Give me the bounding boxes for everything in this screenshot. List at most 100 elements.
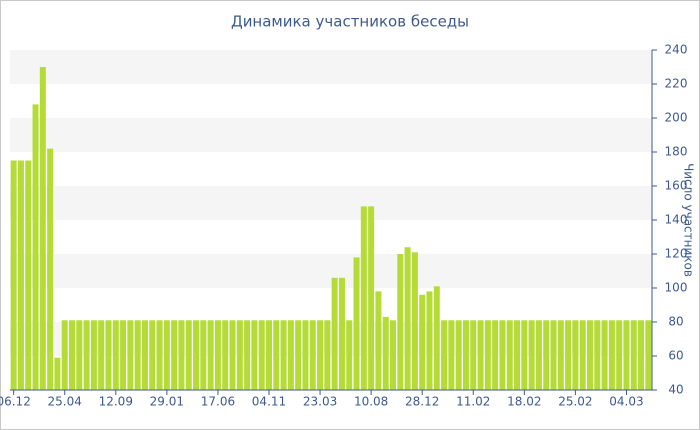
bar [601, 320, 608, 390]
bar [448, 320, 455, 390]
bar [543, 320, 550, 390]
bar [185, 320, 192, 390]
x-tick-label: 28.12 [405, 395, 439, 409]
bar [83, 320, 90, 390]
bar [76, 320, 83, 390]
bar [309, 320, 316, 390]
bar [521, 320, 528, 390]
bar [324, 320, 331, 390]
bar [105, 320, 112, 390]
x-tick-label: 23.03 [303, 395, 337, 409]
bar [514, 320, 521, 390]
bar [419, 294, 426, 390]
bar [499, 320, 506, 390]
bar [61, 320, 68, 390]
x-tick-label: 25.04 [48, 395, 82, 409]
bar [433, 286, 440, 390]
bar [630, 320, 637, 390]
bar [200, 320, 207, 390]
bar [295, 320, 302, 390]
bar [17, 160, 24, 390]
bar [397, 254, 404, 390]
bar [156, 320, 163, 390]
bar [90, 320, 97, 390]
bar [54, 357, 61, 390]
grid-band [10, 186, 652, 220]
bar [470, 320, 477, 390]
bar [149, 320, 156, 390]
bar [331, 277, 338, 390]
bar [426, 291, 433, 390]
bar [112, 320, 119, 390]
bar [39, 67, 46, 390]
bar [69, 320, 76, 390]
bar [236, 320, 243, 390]
y-tick-label: 220 [665, 77, 688, 91]
bar [346, 320, 353, 390]
bar [127, 320, 134, 390]
y-tick-label: 60 [668, 349, 683, 363]
bar [258, 320, 265, 390]
bar [441, 320, 448, 390]
bar [586, 320, 593, 390]
bar [645, 320, 652, 390]
bar [273, 320, 280, 390]
bar [229, 320, 236, 390]
bar [338, 277, 345, 390]
bar [98, 320, 105, 390]
y-tick-label: 200 [665, 111, 688, 125]
bar [557, 320, 564, 390]
bar [280, 320, 287, 390]
bar [477, 320, 484, 390]
bar [390, 320, 397, 390]
x-tick-label: 18.02 [507, 395, 541, 409]
grid-band [10, 254, 652, 288]
bar [360, 206, 367, 390]
x-tick-label: 10.08 [354, 395, 388, 409]
bar [638, 320, 645, 390]
bar [141, 320, 148, 390]
x-tick-label: 17.06 [201, 395, 235, 409]
y-tick-label: 140 [665, 213, 688, 227]
y-tick-label: 100 [665, 281, 688, 295]
bar [171, 320, 178, 390]
y-tick-label: 240 [665, 43, 688, 57]
bar [608, 320, 615, 390]
bar [302, 320, 309, 390]
bar [535, 320, 542, 390]
bar [455, 320, 462, 390]
y-tick-label: 40 [668, 383, 683, 397]
bar [411, 252, 418, 390]
bar [163, 320, 170, 390]
bar [287, 320, 294, 390]
y-tick-label: 180 [665, 145, 688, 159]
grid-band [10, 50, 652, 84]
x-tick-label: 06.12 [0, 395, 31, 409]
bar [368, 206, 375, 390]
y-axis-label: Число участников [682, 163, 696, 277]
x-tick-label: 04.03 [609, 395, 643, 409]
bar [25, 160, 32, 390]
bar [550, 320, 557, 390]
bar [462, 320, 469, 390]
bar [616, 320, 623, 390]
x-tick-label: 12.09 [99, 395, 133, 409]
bar [528, 320, 535, 390]
bar [120, 320, 127, 390]
bar [244, 320, 251, 390]
bar [251, 320, 258, 390]
bar [10, 160, 17, 390]
bar [594, 320, 601, 390]
bar [32, 104, 39, 391]
bar [484, 320, 491, 390]
bar [214, 320, 221, 390]
x-tick-label: 04.11 [252, 395, 286, 409]
bar [353, 257, 360, 390]
bar [572, 320, 579, 390]
bar [265, 320, 272, 390]
bar [492, 320, 499, 390]
bar [134, 320, 141, 390]
y-tick-label: 160 [665, 179, 688, 193]
bar [207, 320, 214, 390]
